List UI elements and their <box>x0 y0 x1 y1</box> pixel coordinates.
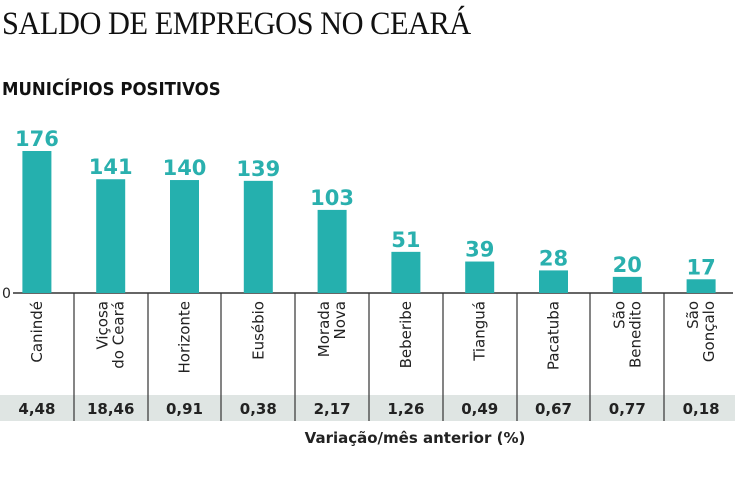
category-label-line: Horizonte <box>176 301 194 373</box>
category-label-line: Canindé <box>28 301 46 363</box>
data-label: 140 <box>163 156 207 180</box>
bar <box>391 251 421 293</box>
variation-value: 2,17 <box>314 400 351 418</box>
category-label-line: Beberibe <box>397 301 415 368</box>
chart-title: SALDO DE EMPREGOS NO CEARÁ <box>2 6 471 42</box>
data-label: 51 <box>391 228 420 252</box>
bar <box>243 180 273 293</box>
category-label: Canindé <box>28 301 46 363</box>
category-label-line: Morada <box>315 301 333 357</box>
variation-value: 4,48 <box>18 400 55 418</box>
y-zero-label: 0 <box>2 286 11 302</box>
category-label-line: Pacatuba <box>545 301 563 370</box>
variation-value: 1,26 <box>387 400 424 418</box>
chart-subtitle: MUNICÍPIOS POSITIVOS <box>2 79 221 100</box>
category-label: Horizonte <box>176 301 194 373</box>
bar <box>612 276 642 293</box>
category-label: Pacatuba <box>545 301 563 370</box>
category-label-line: Viçosa <box>94 301 112 350</box>
category-label-line: São <box>610 301 628 329</box>
category-label-line: Benedito <box>626 301 644 368</box>
bar <box>465 261 495 293</box>
category-label-line: do Ceará <box>110 301 128 369</box>
variation-value: 0,77 <box>609 400 646 418</box>
data-label: 139 <box>236 157 280 181</box>
variation-value: 0,91 <box>166 400 203 418</box>
data-label: 176 <box>15 127 59 151</box>
variation-value: 18,46 <box>87 400 134 418</box>
bar <box>317 209 347 293</box>
category-label-line: São <box>684 301 702 329</box>
bar <box>22 151 52 293</box>
bar <box>170 180 199 293</box>
variation-caption: Variação/mês anterior (%) <box>305 429 526 447</box>
category-label-line: Gonçalo <box>700 301 718 362</box>
data-label: 17 <box>686 255 715 279</box>
category-label-line: Nova <box>331 301 349 339</box>
category-label: Eusébio <box>249 301 267 360</box>
bar <box>96 179 126 293</box>
category-label: Beberibe <box>397 301 415 368</box>
variation-value: 0,67 <box>535 400 572 418</box>
data-label: 103 <box>310 186 354 210</box>
data-label: 141 <box>89 155 133 179</box>
bar <box>686 279 716 293</box>
category-label: Tianguá <box>471 301 489 362</box>
bar <box>539 270 568 293</box>
data-label: 20 <box>613 253 642 277</box>
variation-strip <box>0 395 735 421</box>
category-label-line: Eusébio <box>249 301 267 360</box>
variation-value: 0,18 <box>683 400 720 418</box>
category-label-line: Tianguá <box>471 301 489 362</box>
data-label: 39 <box>465 238 494 262</box>
data-label: 28 <box>539 246 568 270</box>
variation-value: 0,49 <box>461 400 498 418</box>
variation-value: 0,38 <box>240 400 277 418</box>
